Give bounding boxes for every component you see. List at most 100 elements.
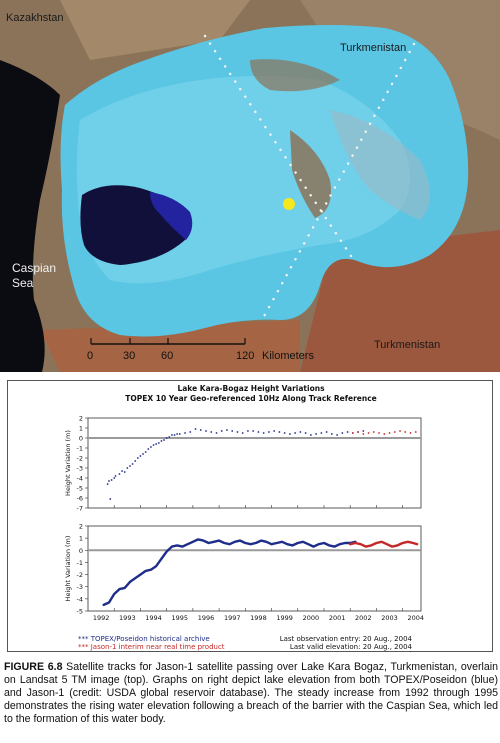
series-line-jason [349, 540, 419, 548]
data-point-jason [399, 430, 401, 432]
data-point-topex [108, 480, 110, 482]
data-point-topex [194, 428, 197, 430]
label-kazakhstan: Kazakhstan [6, 12, 64, 24]
y-tick-label: -4 [77, 595, 83, 603]
data-point-topex [163, 439, 165, 441]
data-point-topex [160, 440, 163, 442]
data-point-jason [378, 432, 380, 434]
data-point-topex [144, 451, 147, 453]
data-point-topex [330, 433, 333, 435]
y-tick-label: 2 [79, 523, 83, 531]
x-tick-label: 1992 [93, 614, 110, 622]
y-axis-label: Height Variation (m) [64, 430, 72, 496]
data-point-topex [346, 431, 349, 433]
data-point-topex [294, 432, 297, 434]
data-point-topex [168, 436, 171, 438]
data-point-jason [409, 432, 412, 434]
y-tick-label: -3 [77, 465, 83, 473]
data-point-topex [178, 433, 181, 435]
data-point-jason [404, 431, 407, 433]
data-point-topex [362, 430, 365, 432]
data-point-jason [362, 433, 365, 435]
y-tick-label: -5 [77, 608, 83, 616]
data-point-topex [205, 430, 207, 432]
plot-frame-1 [87, 525, 422, 612]
data-point-topex [226, 429, 228, 431]
data-point-topex [147, 448, 150, 450]
y-tick-label: -4 [77, 475, 83, 483]
data-point-topex [231, 430, 234, 432]
data-point-topex [241, 432, 244, 434]
data-point-topex [236, 431, 239, 433]
label-turkmenistan-north: Turkmenistan [340, 42, 407, 54]
scale-tick-120: 120 [236, 350, 255, 362]
data-point-jason [414, 431, 417, 433]
data-point-jason [357, 431, 359, 433]
y-tick-label: -2 [77, 571, 83, 579]
series-line-topex [102, 538, 357, 607]
y-axis-label: Height Variation (m) [64, 536, 72, 602]
x-tick-label: 2000 [303, 614, 320, 622]
data-point-topex [184, 432, 186, 434]
x-tick-label: 1997 [224, 614, 241, 622]
last-valid-elevation: Last valid elevation: 20 Aug., 2004 [289, 643, 412, 651]
label-caspian-line1: Caspian [12, 261, 57, 275]
scale-tick-30: 30 [123, 350, 136, 362]
scale-unit: Kilometers [262, 350, 314, 362]
location-marker [283, 198, 295, 210]
data-point-topex [341, 432, 344, 434]
y-tick-label: -6 [77, 495, 83, 503]
data-point-jason [393, 431, 396, 433]
data-point-topex [262, 432, 265, 434]
data-point-topex [118, 473, 121, 475]
y-tick-label: -5 [77, 485, 83, 493]
data-point-jason [372, 431, 375, 433]
data-point-topex [114, 475, 117, 477]
data-point-topex [273, 430, 276, 432]
data-point-topex [171, 434, 173, 436]
legend-jason: *** Jason-1 interim near real time produ… [78, 643, 225, 651]
data-point-topex [268, 431, 270, 433]
x-tick-label: 2003 [381, 614, 398, 622]
data-point-topex [110, 479, 113, 481]
data-point-topex [315, 433, 318, 435]
data-point-topex [150, 446, 152, 448]
data-point-topex [210, 431, 213, 433]
data-point-topex [121, 470, 123, 472]
data-point-topex [252, 430, 255, 432]
data-point-topex [142, 453, 144, 455]
data-point-topex [220, 430, 223, 432]
label-turkmenistan-south: Turkmenistan [374, 339, 441, 351]
x-tick-label: 2004 [407, 614, 424, 622]
data-point-jason [367, 432, 370, 434]
data-point-topex [139, 455, 142, 457]
caption-text: Satellite tracks for Jason-1 satellite p… [4, 661, 498, 725]
data-point-jason [388, 432, 391, 434]
data-point-topex [304, 432, 307, 434]
data-point-topex [247, 430, 249, 432]
data-point-topex [129, 465, 131, 467]
data-point-topex [106, 483, 109, 485]
label-caspian-sea: Caspian Sea [12, 261, 56, 291]
y-tick-label: -1 [77, 559, 83, 567]
y-tick-label: 0 [79, 435, 83, 443]
data-point-topex [136, 457, 139, 459]
x-tick-label: 2002 [355, 614, 372, 622]
y-tick-label: -2 [77, 455, 83, 463]
data-point-topex [320, 432, 323, 434]
y-tick-label: 1 [79, 425, 83, 433]
data-point-topex [215, 432, 218, 434]
legend-topex: *** TOPEX/Poseidon historical archive [78, 635, 210, 643]
data-point-topex [257, 431, 260, 433]
label-caspian-line2: Sea [12, 276, 34, 290]
data-point-topex [189, 431, 192, 433]
data-point-topex [325, 431, 328, 433]
data-point-topex [336, 434, 338, 436]
data-point-topex [299, 431, 302, 433]
data-point-topex [113, 477, 116, 479]
satellite-image: Kazakhstan Turkmenistan Turkmenistan Cas… [0, 0, 500, 372]
data-point-topex [123, 471, 126, 473]
data-point-jason [351, 432, 354, 434]
data-point-topex [109, 498, 112, 500]
data-point-topex [155, 443, 158, 445]
